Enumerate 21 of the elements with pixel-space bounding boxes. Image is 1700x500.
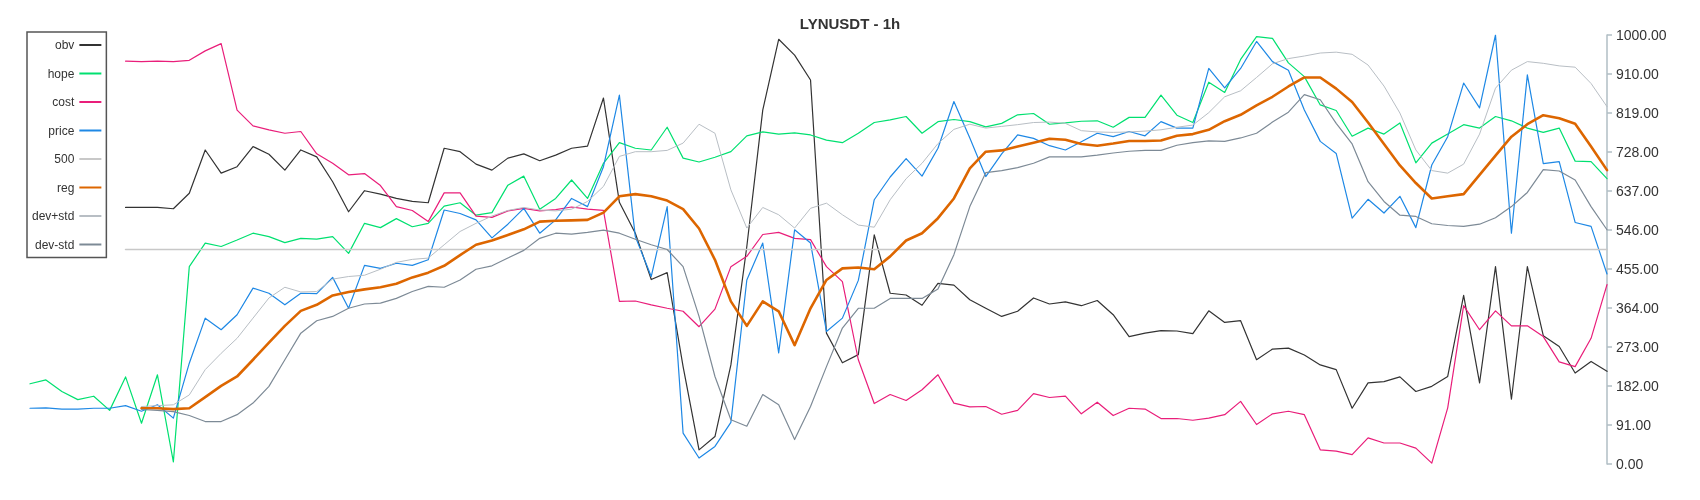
legend-label: cost — [52, 95, 76, 109]
legend-label: dev-std — [35, 237, 75, 252]
y-tick-label: 546.00 — [1616, 221, 1660, 238]
y-tick-label: 364.00 — [1616, 299, 1660, 316]
y-tick-label: 1000.00 — [1616, 27, 1667, 43]
y-tick-label: 91.00 — [1616, 416, 1652, 433]
legend-label: dev+std — [31, 209, 75, 223]
legend-label: price — [48, 123, 75, 138]
legend-label: 500 — [54, 152, 75, 166]
legend-label: obv — [55, 38, 75, 52]
chart-title: LYNUSDT - 1h — [799, 15, 901, 32]
y-tick-label: 273.00 — [1616, 338, 1660, 355]
y-tick-label: 455.00 — [1616, 260, 1660, 277]
y-tick-label: 0.00 — [1616, 456, 1644, 472]
y-tick-label: 819.00 — [1616, 104, 1660, 121]
y-tick-label: 728.00 — [1616, 143, 1660, 160]
y-tick-label: 182.00 — [1616, 377, 1660, 394]
legend-label: reg — [57, 180, 75, 195]
y-tick-label: 910.00 — [1616, 65, 1660, 82]
y-tick-label: 637.00 — [1616, 182, 1660, 199]
legend-label: hope — [47, 66, 75, 81]
